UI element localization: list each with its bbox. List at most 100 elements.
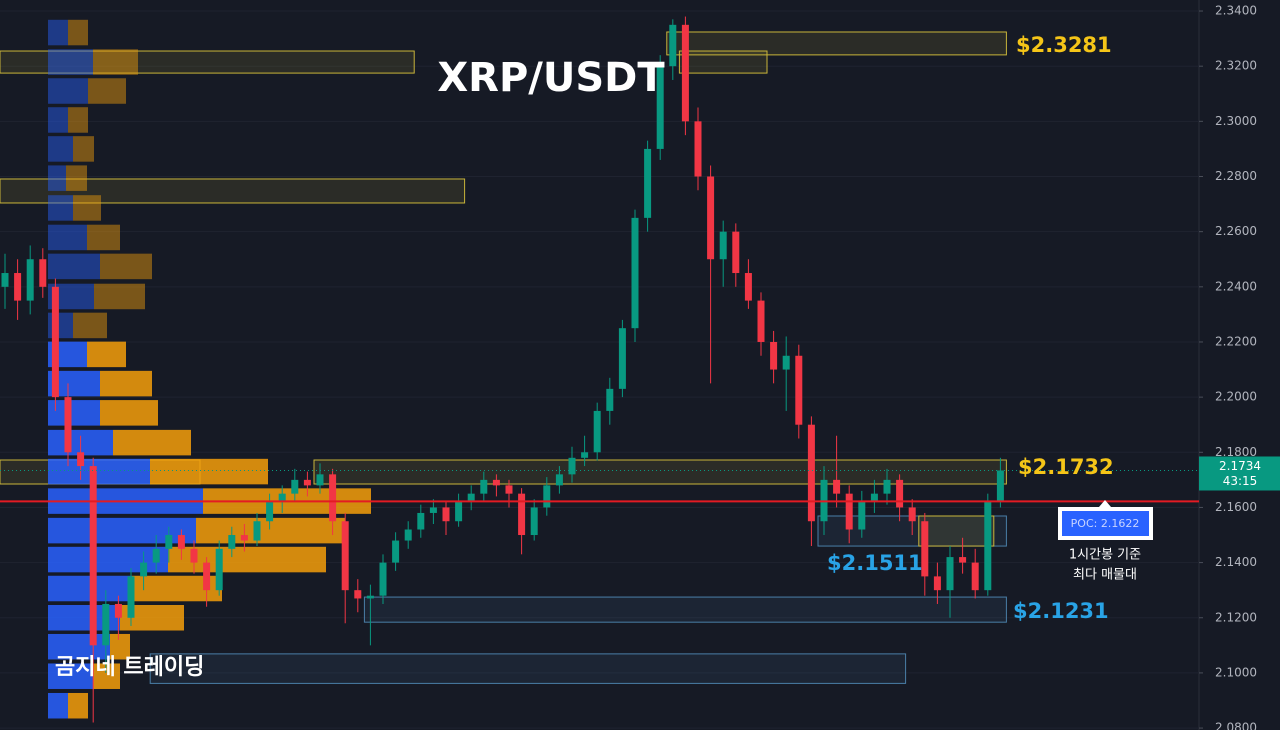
candle-body: [870, 493, 878, 502]
poc-note: 1시간봉 기준: [1069, 548, 1141, 563]
y-tick-label: 2.2200: [1215, 334, 1257, 348]
candle-body: [26, 259, 34, 301]
candle-body: [719, 231, 727, 260]
candle-body: [883, 479, 891, 494]
candle-body: [127, 576, 135, 618]
volume-buy: [48, 633, 110, 660]
chart-title: XRP/USDT: [437, 55, 665, 101]
volume-sell: [100, 370, 152, 397]
candle-body: [165, 535, 173, 549]
volume-sell: [100, 400, 158, 426]
candle-body: [618, 328, 626, 389]
zone: [313, 459, 1007, 485]
candle-body: [984, 501, 992, 591]
candle-body: [518, 493, 526, 536]
candle-body: [253, 521, 261, 541]
candle-body: [896, 479, 904, 508]
candle-body: [581, 452, 589, 458]
volume-buy: [48, 400, 100, 426]
candle-body: [341, 521, 349, 591]
y-tick-label: 2.2000: [1215, 390, 1257, 404]
price-annotation: $2.1511: [827, 551, 923, 575]
zone: [149, 653, 907, 684]
candle-body: [530, 507, 538, 536]
y-tick-label: 2.2800: [1215, 169, 1257, 183]
volume-sell: [93, 49, 138, 75]
volume-buy: [48, 49, 93, 75]
candle-body: [631, 217, 639, 329]
candle-body: [417, 512, 425, 530]
candle-body: [921, 521, 929, 577]
price-annotation: $2.3281: [1016, 33, 1112, 57]
y-tick-label: 2.2600: [1215, 224, 1257, 238]
volume-sell: [68, 19, 88, 46]
volume-sell: [73, 195, 101, 221]
volume-buy: [48, 19, 68, 46]
candle-body: [807, 424, 815, 522]
candle-body: [278, 493, 286, 502]
volume-sell: [88, 78, 126, 104]
candle-body: [480, 479, 488, 494]
candle-body: [404, 529, 412, 541]
candle-body: [429, 507, 437, 513]
candle-body: [795, 355, 803, 425]
volume-sell: [68, 107, 88, 133]
poc-pointer: [1099, 500, 1111, 507]
volume-sell: [66, 165, 87, 191]
candle-body: [392, 540, 400, 563]
candle-body: [996, 470, 1004, 502]
candle-body: [707, 176, 715, 260]
candle-body: [64, 397, 72, 453]
candle-body: [291, 479, 299, 494]
volume-sell: [87, 341, 126, 368]
candle-body: [656, 66, 664, 149]
volume-sell: [73, 312, 107, 339]
candle-body: [303, 479, 311, 486]
volume-buy: [48, 78, 88, 104]
candle-body: [568, 457, 576, 475]
last-price-label: 2.1734: [1219, 459, 1261, 473]
candle-body: [39, 259, 47, 287]
candle-body: [379, 562, 387, 596]
candle-body: [908, 507, 916, 522]
candle-body: [455, 501, 463, 522]
candle-body: [770, 341, 778, 370]
watermark: 곰지네 트레이딩: [55, 655, 204, 680]
zone: [918, 515, 995, 547]
zone: [0, 50, 415, 74]
volume-buy: [48, 224, 87, 251]
candle-body: [543, 485, 551, 508]
candle-body: [228, 535, 236, 549]
volume-sell: [68, 692, 88, 719]
candle-body: [215, 548, 223, 591]
zone: [363, 596, 1007, 623]
volume-sell: [93, 663, 120, 689]
volume-sell: [94, 283, 145, 310]
candle-body: [845, 493, 853, 530]
y-tick-label: 2.1600: [1215, 500, 1257, 514]
candle-body: [89, 466, 97, 646]
volume-sell: [100, 253, 152, 280]
candle-body: [102, 603, 110, 646]
candle-body: [266, 501, 274, 522]
price-annotation: $2.1732: [1018, 455, 1114, 479]
candle-body: [14, 273, 22, 301]
volume-buy: [48, 253, 100, 280]
zone: [0, 178, 466, 204]
y-tick-label: 2.0800: [1215, 721, 1257, 730]
y-tick-label: 2.1400: [1215, 555, 1257, 569]
volume-sell: [113, 429, 191, 456]
candle-body: [190, 548, 198, 563]
volume-sell: [110, 633, 130, 660]
volume-buy: [48, 195, 73, 221]
y-tick-label: 2.1000: [1215, 665, 1257, 679]
candle-body: [140, 562, 148, 577]
candle-body: [644, 148, 652, 218]
volume-sell: [87, 224, 120, 251]
candle-body: [177, 535, 185, 549]
candle-body: [354, 590, 362, 599]
countdown-label: 43:15: [1223, 474, 1258, 488]
candle-body: [316, 474, 324, 486]
volume-buy: [48, 312, 73, 339]
